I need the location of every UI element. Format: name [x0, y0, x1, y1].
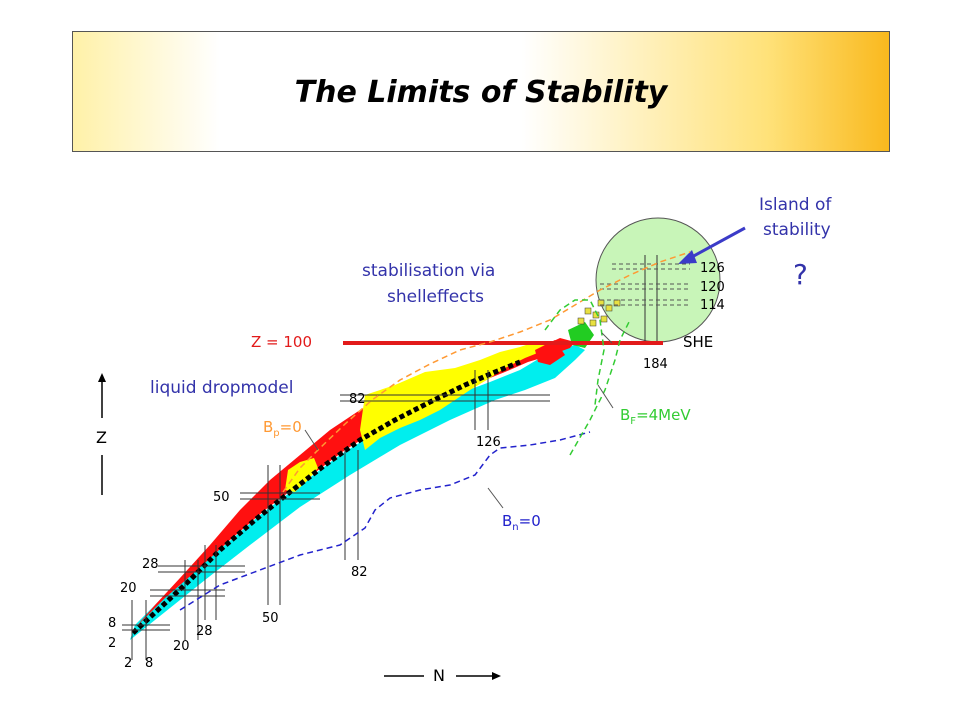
- magic-z126: 126: [700, 261, 725, 276]
- magic-z28: 28: [142, 557, 159, 572]
- beta-minus-region: [130, 345, 585, 640]
- heavy-tip: [535, 340, 565, 365]
- magic-z50: 50: [213, 490, 230, 505]
- magic-z114: 114: [700, 298, 725, 313]
- z-axis-arrowhead: [98, 373, 106, 382]
- liquid-drop-label: liquid dropmodel: [150, 378, 294, 398]
- bn-label-rest: =0: [518, 512, 541, 530]
- fission-barrier-line-2: [569, 319, 631, 456]
- magic-lines: [122, 255, 658, 660]
- alpha-region-lower: [285, 458, 318, 492]
- magic-z20: 20: [120, 581, 137, 596]
- n-axis-label: N: [433, 666, 445, 685]
- bf-label: BF=4MeV: [620, 406, 691, 427]
- bn-label-sub: n: [512, 522, 519, 533]
- bn-label-b: B: [502, 512, 513, 530]
- page-title: The Limits of Stability: [294, 75, 668, 110]
- magic-n50: 50: [262, 611, 279, 626]
- bp-label-sub: p: [273, 428, 280, 439]
- z100-label: Z = 100: [251, 333, 313, 351]
- island-arrow-head: [678, 250, 697, 264]
- magic-z120: 120: [700, 280, 725, 295]
- island-label-line2: stability: [763, 220, 831, 240]
- island-nuclei: [577, 299, 621, 327]
- bn-label: Bn=0: [502, 512, 541, 533]
- island-label-line1: Island of: [759, 195, 832, 215]
- bp-label-b: B: [263, 418, 274, 436]
- magic-n126: 126: [476, 435, 501, 450]
- magic-n184: 184: [643, 357, 668, 372]
- z-axis-label: Z: [96, 428, 107, 447]
- title-banner: The Limits of Stability: [72, 31, 890, 152]
- stability-valley: [131, 359, 521, 635]
- bf-label-rest: =4MeV: [636, 406, 691, 424]
- magic-z2: 2: [108, 636, 116, 651]
- stabilisation-label-line1: stabilisation via: [362, 261, 496, 281]
- neutron-drip-line: [179, 431, 591, 611]
- bf-label-b: B: [620, 406, 631, 424]
- bp-leader: [304, 429, 319, 451]
- magic-n8: 8: [145, 656, 153, 671]
- alpha-region-upper: [360, 342, 545, 450]
- bn-leader: [487, 487, 504, 509]
- bp-label-rest: =0: [279, 418, 302, 436]
- island-arrow: [689, 226, 746, 260]
- magic-n28: 28: [196, 624, 213, 639]
- she-dashed-lines: [600, 263, 690, 306]
- magic-n2: 2: [124, 656, 132, 671]
- magic-z8: 8: [108, 616, 116, 631]
- she-label: SHE: [683, 333, 714, 351]
- n-axis-arrowhead: [492, 672, 501, 680]
- island-question-mark: ?: [793, 258, 808, 291]
- magic-n82: 82: [351, 565, 368, 580]
- she-leader: [601, 332, 613, 344]
- bf-label-sub: F: [630, 416, 637, 427]
- bp-label: Bp=0: [263, 418, 302, 439]
- bf-leader: [597, 384, 614, 409]
- proton-drip-line: [282, 251, 691, 493]
- magic-n20: 20: [173, 639, 190, 654]
- stabilisation-label-line2: shelleffects: [387, 287, 485, 307]
- magic-z82: 82: [349, 392, 366, 407]
